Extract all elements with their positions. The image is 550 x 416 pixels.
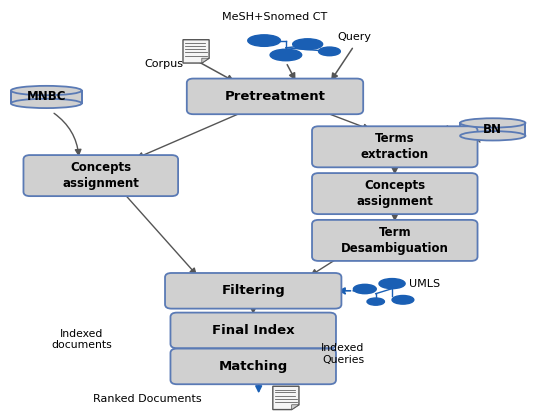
FancyBboxPatch shape — [312, 220, 477, 261]
Polygon shape — [292, 405, 299, 410]
Text: Pretreatment: Pretreatment — [224, 90, 326, 103]
Ellipse shape — [354, 284, 376, 294]
Polygon shape — [273, 386, 299, 410]
Ellipse shape — [293, 39, 323, 50]
Text: Query: Query — [337, 32, 371, 42]
Text: Concepts
assignment: Concepts assignment — [356, 179, 433, 208]
Text: Terms
extraction: Terms extraction — [361, 132, 429, 161]
Text: Ranked Documents: Ranked Documents — [93, 394, 201, 404]
FancyBboxPatch shape — [187, 79, 363, 114]
FancyBboxPatch shape — [165, 273, 342, 309]
Ellipse shape — [270, 49, 302, 61]
Text: BN: BN — [483, 123, 502, 136]
Ellipse shape — [460, 131, 525, 141]
Text: Indexed
documents: Indexed documents — [51, 329, 112, 350]
Text: MNBC: MNBC — [26, 90, 66, 104]
Text: MeSH+Snomed CT: MeSH+Snomed CT — [222, 12, 328, 22]
FancyBboxPatch shape — [312, 126, 477, 167]
FancyBboxPatch shape — [24, 155, 178, 196]
FancyBboxPatch shape — [170, 349, 336, 384]
Bar — [460, 123, 525, 136]
Ellipse shape — [460, 118, 525, 128]
Ellipse shape — [248, 35, 280, 46]
Polygon shape — [202, 58, 209, 63]
Bar — [11, 91, 82, 104]
Ellipse shape — [379, 279, 405, 289]
Ellipse shape — [392, 295, 414, 304]
Text: Concepts
assignment: Concepts assignment — [62, 161, 139, 190]
Ellipse shape — [11, 86, 82, 95]
Text: Corpus: Corpus — [144, 59, 183, 69]
Text: Final Index: Final Index — [212, 324, 295, 337]
Text: Indexed
Queries: Indexed Queries — [321, 343, 365, 364]
Text: Filtering: Filtering — [221, 284, 285, 297]
Text: Term
Desambiguation: Term Desambiguation — [341, 226, 449, 255]
Ellipse shape — [367, 298, 384, 305]
Ellipse shape — [318, 47, 340, 56]
Text: UMLS: UMLS — [409, 279, 441, 289]
FancyBboxPatch shape — [312, 173, 477, 214]
Polygon shape — [183, 40, 209, 63]
FancyBboxPatch shape — [170, 312, 336, 348]
Text: Matching: Matching — [218, 360, 288, 373]
Ellipse shape — [11, 99, 82, 108]
